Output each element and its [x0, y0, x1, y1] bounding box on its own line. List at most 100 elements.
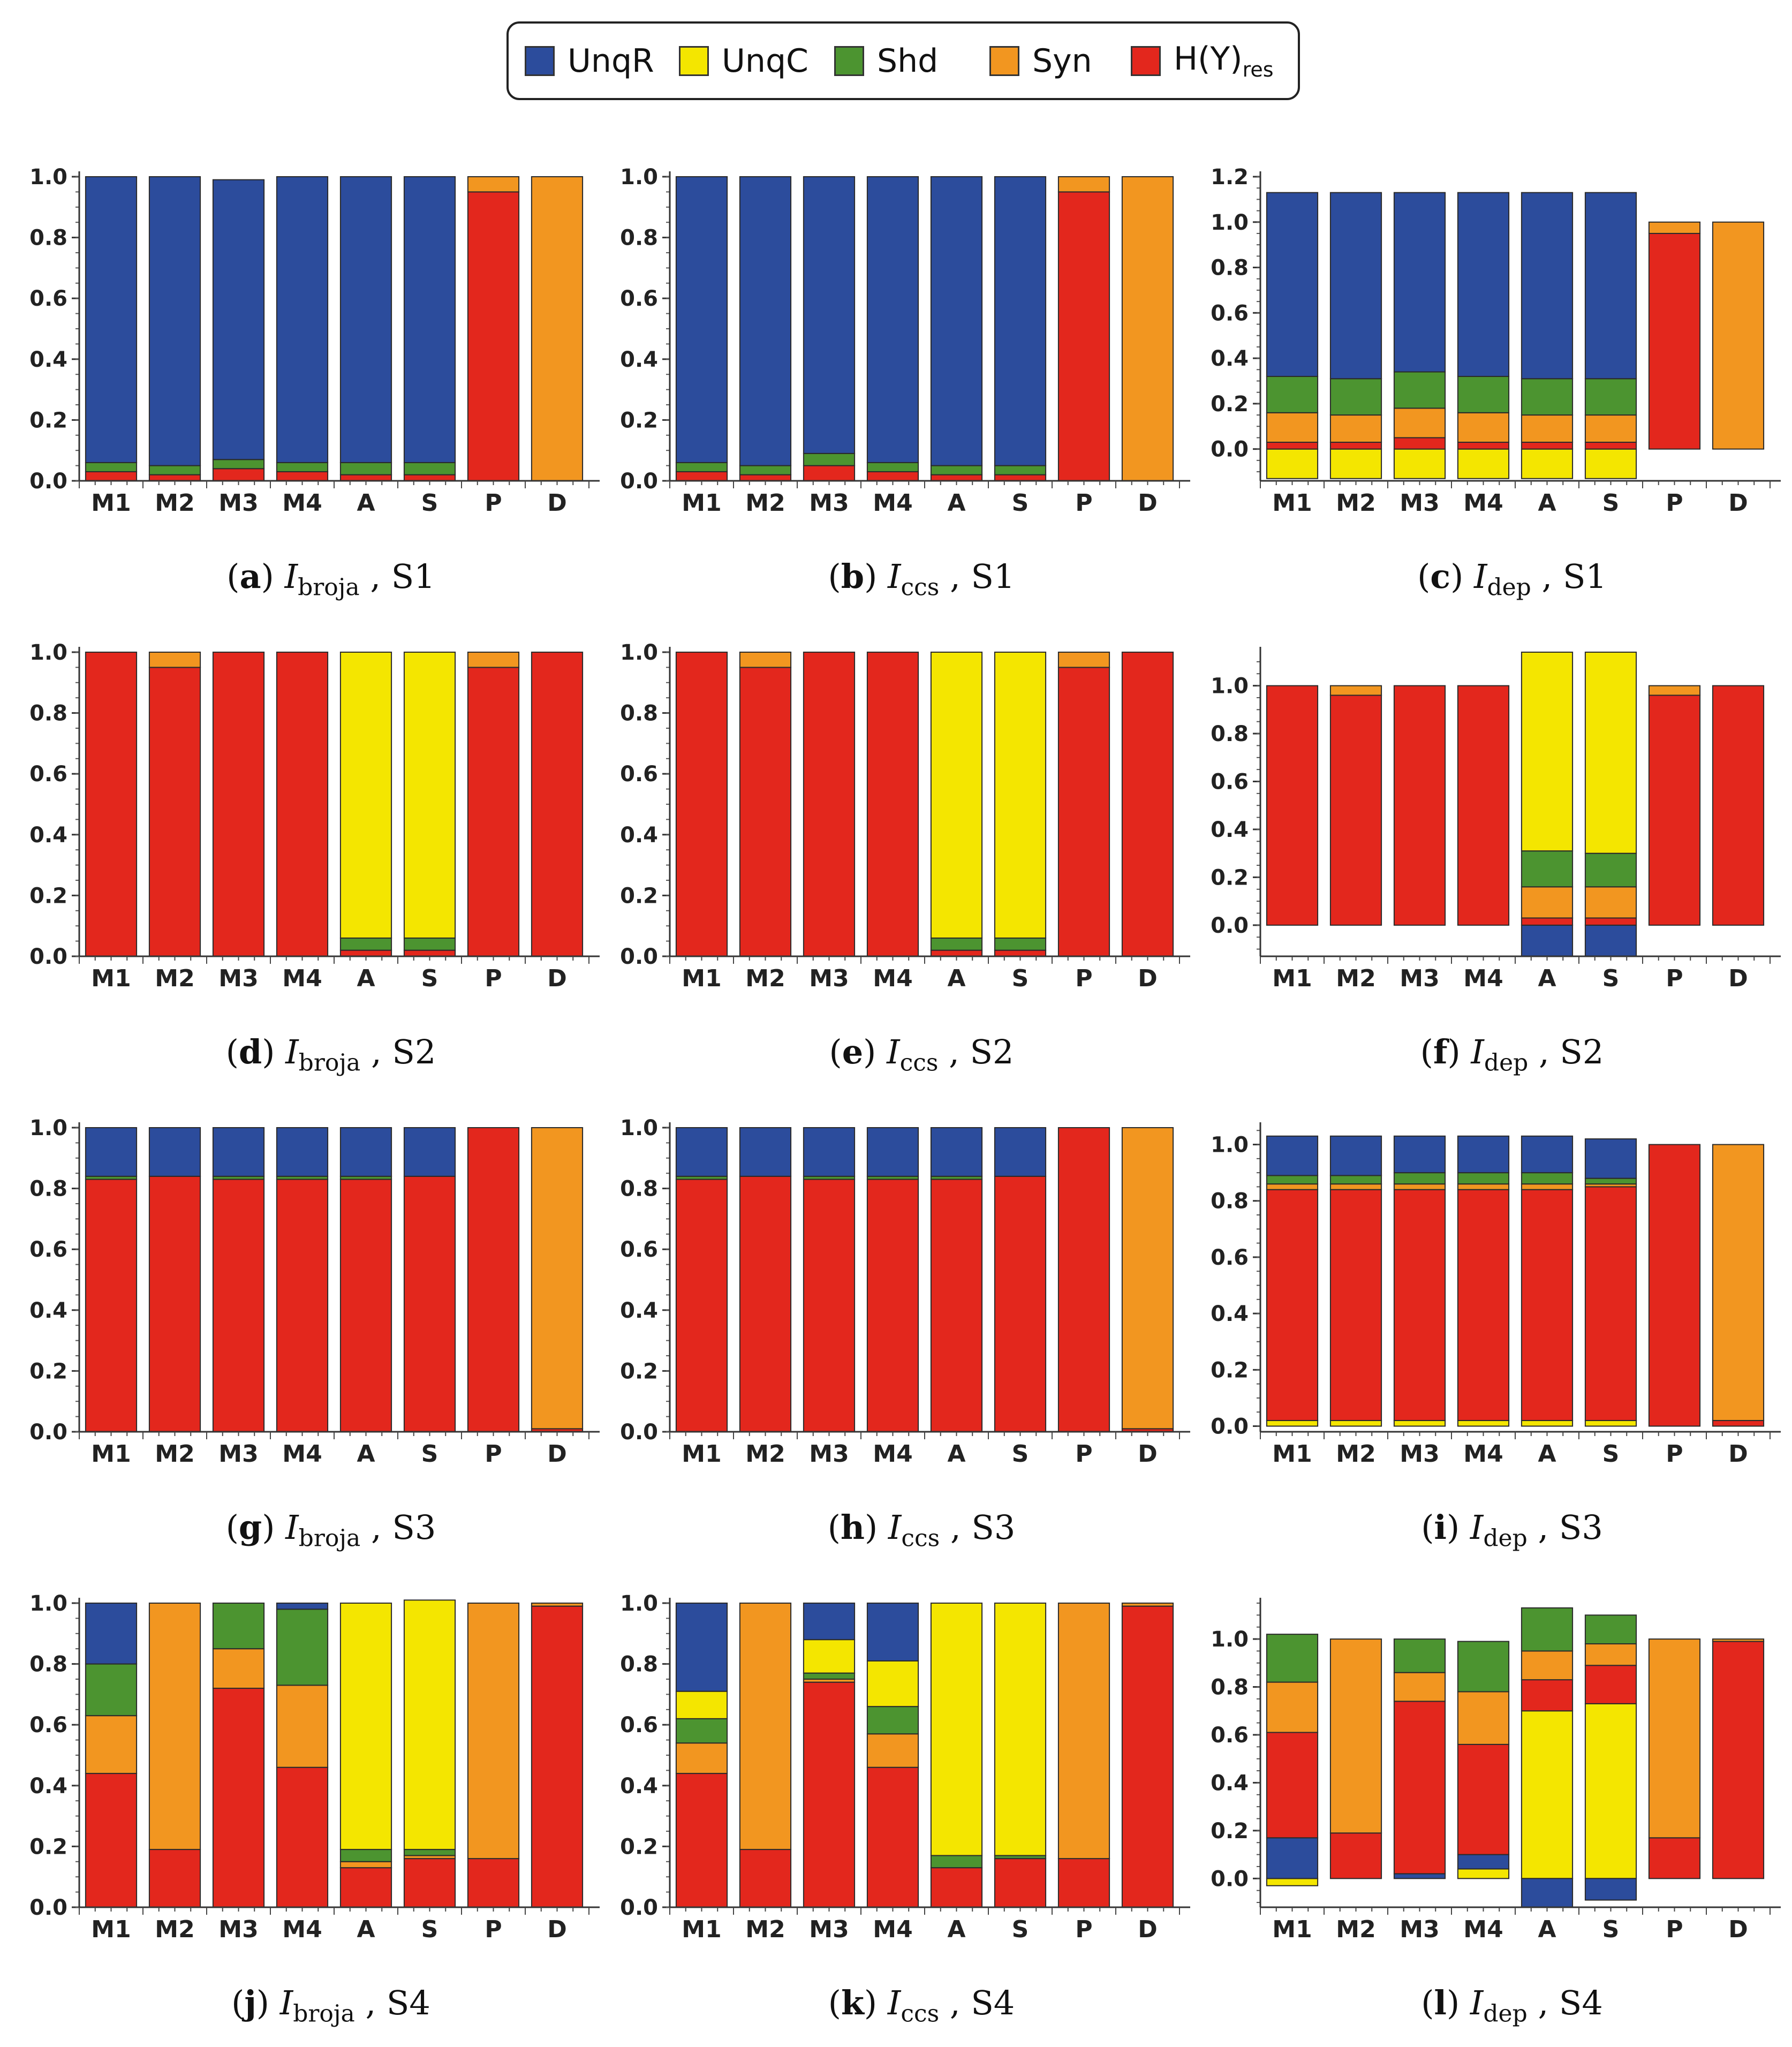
bar-segment-h-y-res-m1 [675, 1773, 728, 1908]
bar-segment-unqc-s [1584, 652, 1637, 854]
bar-segment-h-y-res-p [1648, 232, 1701, 450]
x-tick-label: M1 [1272, 489, 1312, 517]
x-tick-label: S [1012, 1916, 1029, 1943]
bar-segment-shd-s [1584, 852, 1637, 888]
bar-segment-h-y-res-d [1121, 1605, 1174, 1908]
bar-segment-h-y-res-m2 [148, 667, 201, 957]
caption-letter: b [841, 557, 865, 596]
bar-segment-shd-m3 [1393, 1638, 1446, 1673]
bar-segment-syn-s [1584, 886, 1637, 919]
bar-segment-syn-m1 [85, 1715, 138, 1774]
y-tick-label: 1.0 [1211, 1627, 1249, 1652]
y-tick-label: 0.6 [620, 286, 658, 311]
bar-segment-syn-m4 [866, 1733, 919, 1768]
bar-segment-h-y-res-s [1584, 1186, 1637, 1421]
bar-segment-unqr-m3 [803, 176, 856, 454]
bar-segment-syn-m1 [1266, 1183, 1319, 1190]
bar-segment-unqc-m3 [803, 1639, 856, 1674]
caption-letter: h [840, 1508, 865, 1547]
legend-label: UnqC [722, 42, 808, 80]
bar-segment-h-y-res-m3 [1393, 1701, 1446, 1875]
y-tick-label: 0.2 [29, 1359, 67, 1384]
y-tick-label: 0.2 [620, 1834, 658, 1859]
caption-letter: f [1433, 1032, 1448, 1071]
x-tick-label: S [421, 489, 438, 517]
bar-segment-h-y-res-p [1057, 667, 1110, 957]
bar-segment-h-y-res-d [531, 1605, 584, 1908]
bar-segment-unqr-m1 [85, 176, 138, 463]
caption-measure: I [888, 557, 901, 596]
x-tick-label: M3 [809, 965, 849, 992]
legend-label-text: Syn [1032, 42, 1092, 80]
chart-panel-i: 0.0 0.2 0.4 0.6 0.8 1.0 M1 M2 M3 M4 A S P D [1211, 1122, 1781, 1468]
x-tick-label: D [1728, 965, 1748, 992]
y-tick-label: 1.0 [620, 1591, 658, 1616]
bar-segment-syn-a [339, 1861, 392, 1869]
bar-segment-shd-a [339, 937, 392, 951]
bar-segment-unqc-a [1521, 448, 1574, 479]
y-tick-label: 0.4 [1211, 1771, 1249, 1795]
bar-segment-h-y-res-m2 [739, 667, 792, 957]
bar-segment-h-y-res-m3 [212, 1179, 265, 1432]
x-tick-label: M3 [809, 1916, 849, 1943]
x-tick-label: S [1012, 489, 1029, 517]
bar-segment-h-y-res-p [467, 191, 520, 481]
bar-segment-unqr-s [403, 176, 456, 463]
bar-segment-shd-s [403, 937, 456, 951]
bar-segment-h-y-res-m1 [85, 1773, 138, 1908]
bar-segment-h-y-res-s [403, 1858, 456, 1908]
legend-swatch [525, 46, 555, 76]
caption-measure-subscript: ccs [901, 1524, 940, 1552]
bar-segment-h-y-res-m2 [1329, 441, 1382, 450]
bar-segment-unqc-s [994, 652, 1047, 939]
chart-panel-b: 0.0 0.2 0.4 0.6 0.8 1.0 M1 M2 M3 M4 A S P D [620, 165, 1190, 517]
bar-segment-syn-m3 [1393, 1183, 1446, 1190]
bar-segment-h-y-res-m4 [866, 471, 919, 482]
bar-segment-syn-d [1121, 1127, 1174, 1430]
bar-segment-unqc-m3 [1393, 448, 1446, 479]
bar-segment-syn-d [531, 1127, 584, 1430]
bar-segment-h-y-res-a [930, 949, 983, 957]
y-tick-label: 0.0 [29, 945, 67, 969]
x-tick-label: M4 [873, 1440, 912, 1468]
bar-segment-h-y-res-m1 [85, 652, 138, 957]
y-tick-label: 0.4 [620, 1774, 658, 1799]
bar-segment-syn-a [1521, 886, 1574, 919]
bar-segment-unqr-s [1584, 1138, 1637, 1179]
y-tick-label: 0.2 [1211, 392, 1249, 417]
bar-segment-unqc-a [1521, 1419, 1574, 1427]
bar-segment-unqc-m1 [1266, 1419, 1319, 1427]
legend: UnqR UnqC Shd Syn H(Y)res [506, 21, 1300, 100]
x-tick-label: M3 [218, 489, 258, 517]
x-tick-label: M2 [745, 965, 785, 992]
bar-segment-unqc-s [403, 652, 456, 939]
bar-segment-unqr-m4 [866, 1127, 919, 1177]
bar-segment-shd-m4 [866, 462, 919, 472]
x-tick-label: D [1138, 489, 1158, 517]
y-tick-label: 0.0 [620, 469, 658, 494]
bar-segment-shd-m4 [276, 1608, 329, 1686]
bar-segment-unqc-s [1584, 1419, 1637, 1427]
x-tick-label: P [1666, 489, 1683, 517]
bar-segment-unqc-s [994, 1603, 1047, 1856]
bar-segment-syn-p [467, 1603, 520, 1860]
bar-segment-h-y-res-s [1584, 441, 1637, 450]
bar-segment-shd-m2 [148, 465, 201, 475]
bar-segment-shd-s [403, 462, 456, 475]
x-tick-label: M3 [1400, 1440, 1439, 1468]
bar-segment-shd-s [403, 1849, 456, 1856]
y-tick-label: 1.0 [620, 640, 658, 665]
bar-segment-shd-m2 [1329, 1175, 1382, 1185]
x-tick-label: D [1138, 965, 1158, 992]
bar-segment-shd-m3 [1393, 371, 1446, 409]
bar-segment-syn-d [1121, 176, 1174, 481]
x-tick-label: D [547, 1916, 567, 1943]
x-tick-label: D [1728, 1440, 1748, 1468]
y-tick-label: 0.8 [29, 226, 67, 251]
caption-measure-subscript: broja [293, 2000, 355, 2028]
bar-segment-h-y-res-d [1121, 652, 1174, 957]
bar-segment-shd-m1 [1266, 1634, 1319, 1683]
panel-caption-b: (b) Iccs , S1 [828, 557, 1015, 601]
chart-panel-k: 0.0 0.2 0.4 0.6 0.8 1.0 M1 M2 M3 M4 A S P D [620, 1591, 1190, 1943]
bar-segment-h-y-res-m3 [212, 652, 265, 957]
